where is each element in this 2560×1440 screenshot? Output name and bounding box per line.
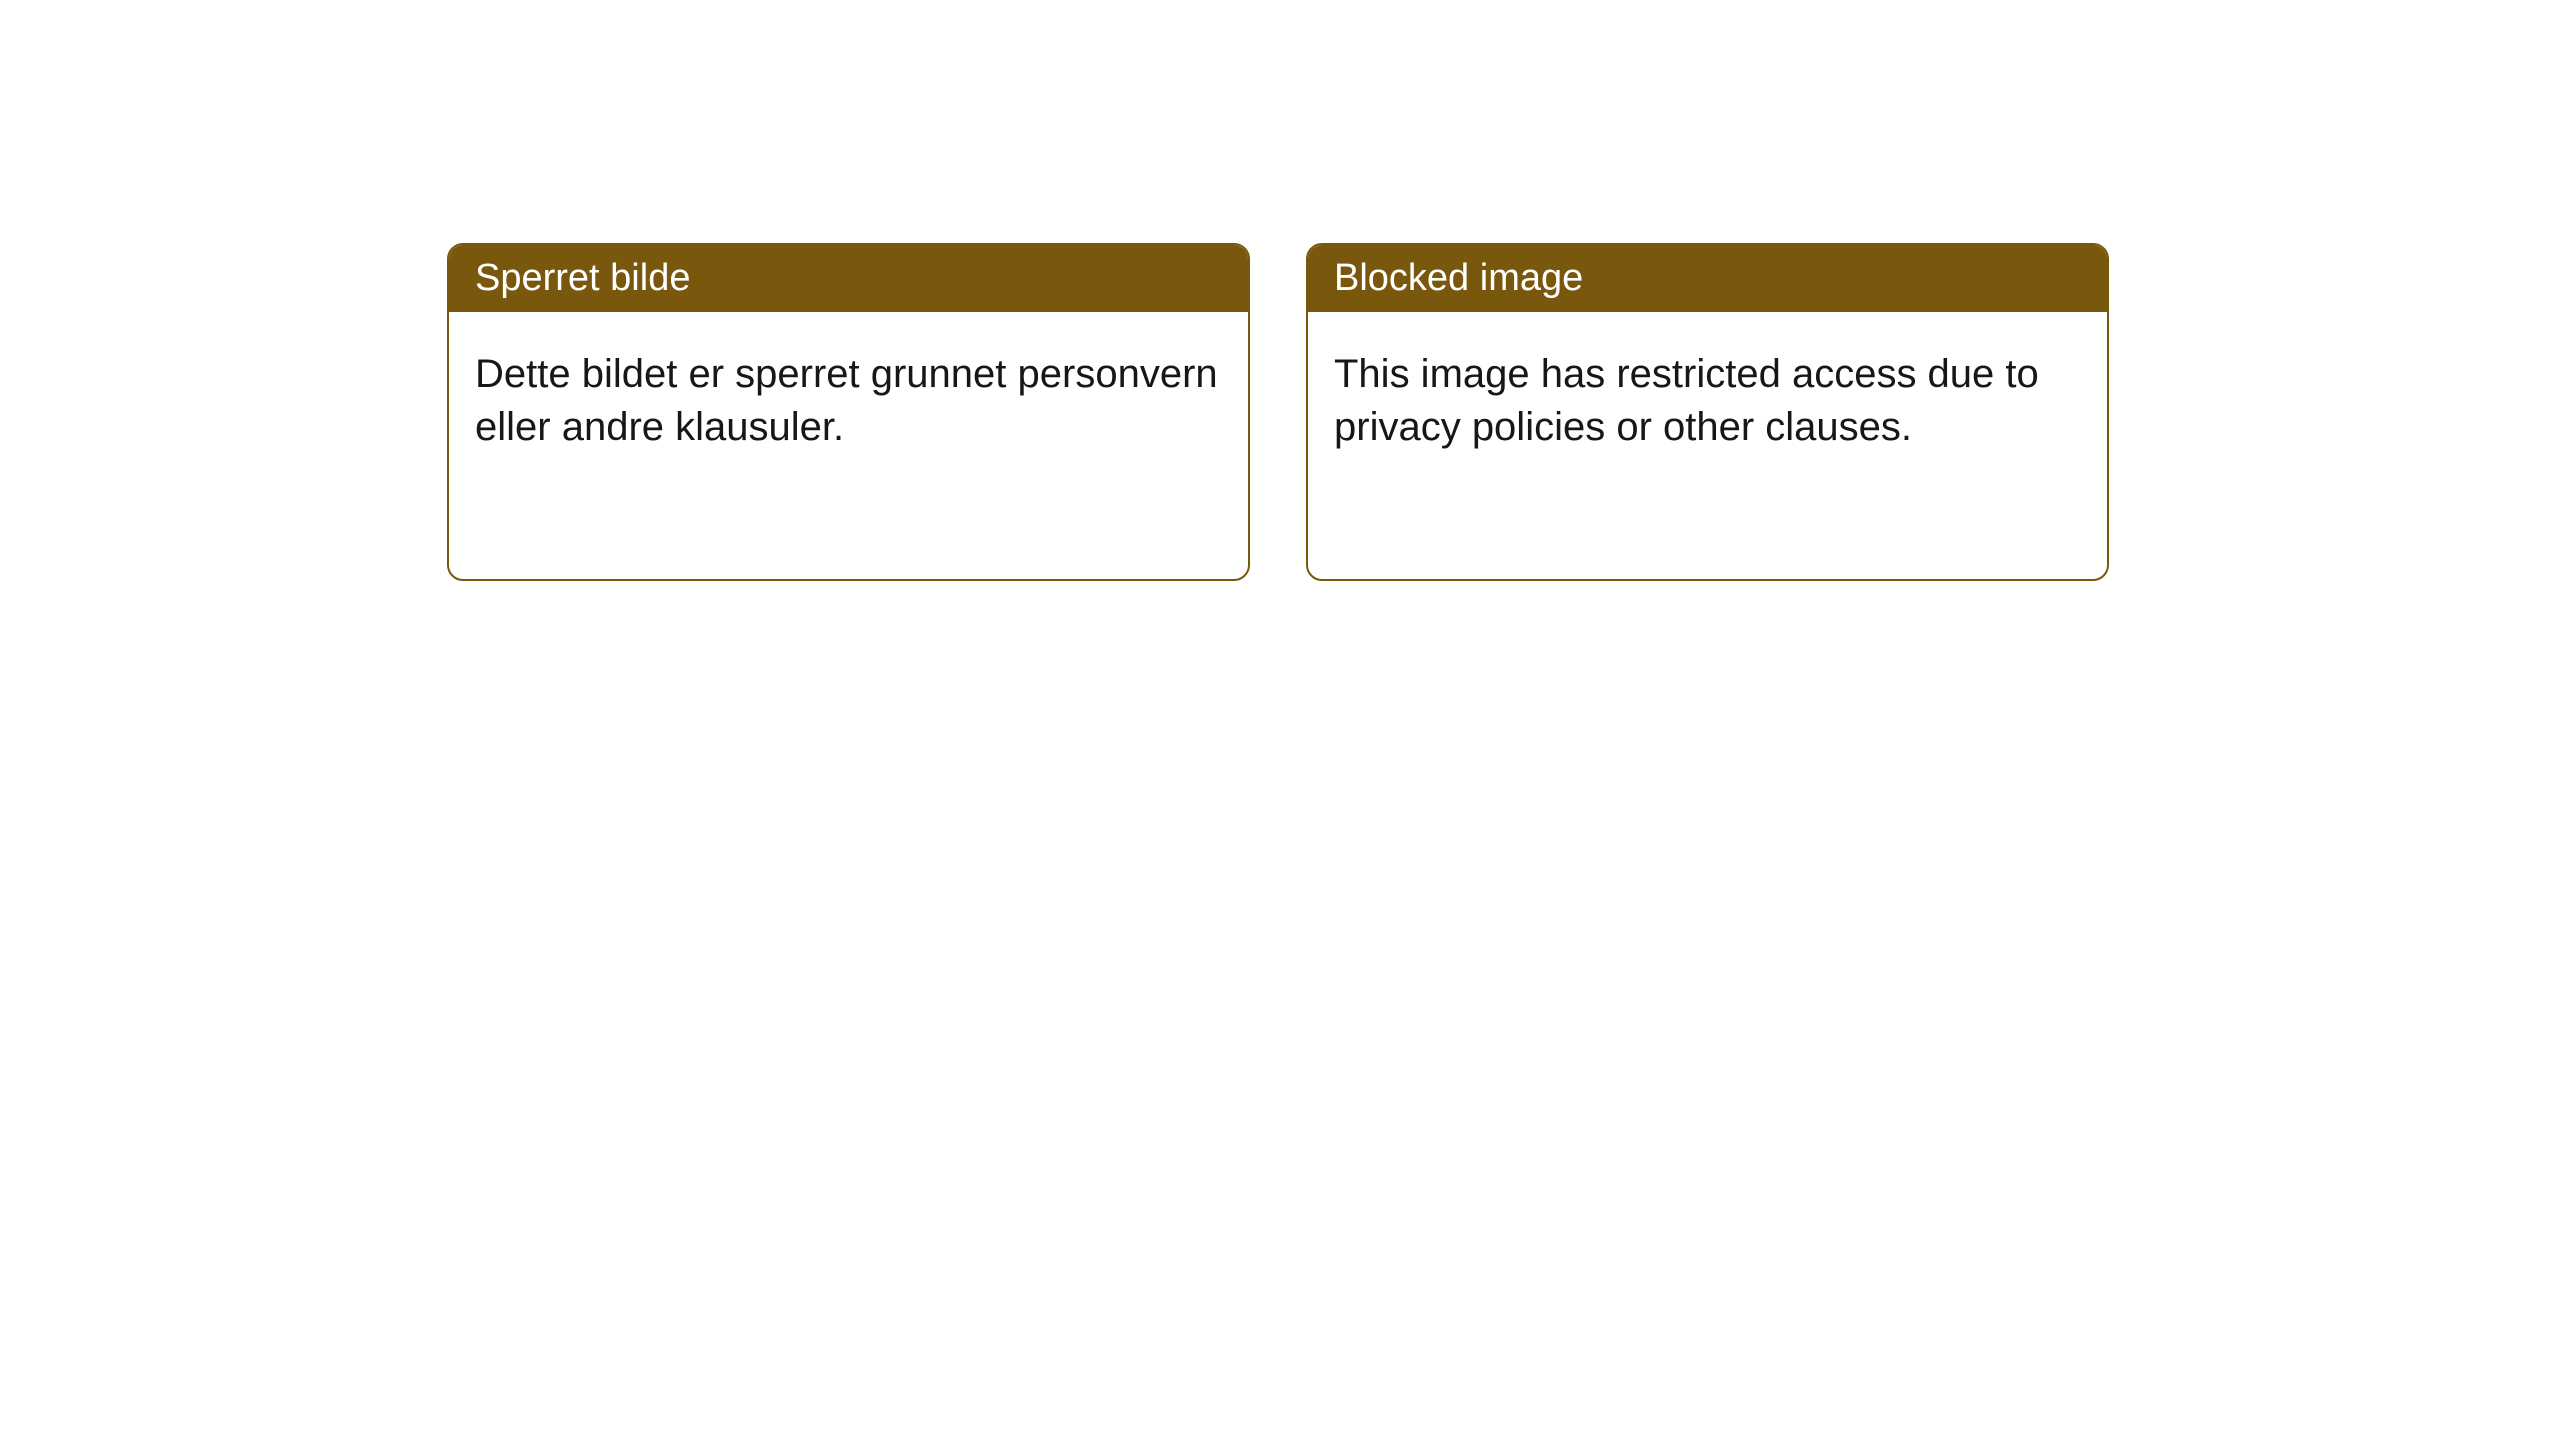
blocked-image-card-english: Blocked image This image has restricted … [1306, 243, 2109, 581]
card-message: Dette bildet er sperret grunnet personve… [475, 352, 1218, 449]
card-title: Blocked image [1334, 257, 1583, 299]
notice-cards-row: Sperret bilde Dette bildet er sperret gr… [447, 243, 2109, 581]
card-message: This image has restricted access due to … [1334, 352, 2039, 449]
card-body: This image has restricted access due to … [1308, 312, 2107, 490]
card-header: Sperret bilde [449, 245, 1248, 312]
card-title: Sperret bilde [475, 257, 690, 299]
card-header: Blocked image [1308, 245, 2107, 312]
card-body: Dette bildet er sperret grunnet personve… [449, 312, 1248, 490]
blocked-image-card-norwegian: Sperret bilde Dette bildet er sperret gr… [447, 243, 1250, 581]
